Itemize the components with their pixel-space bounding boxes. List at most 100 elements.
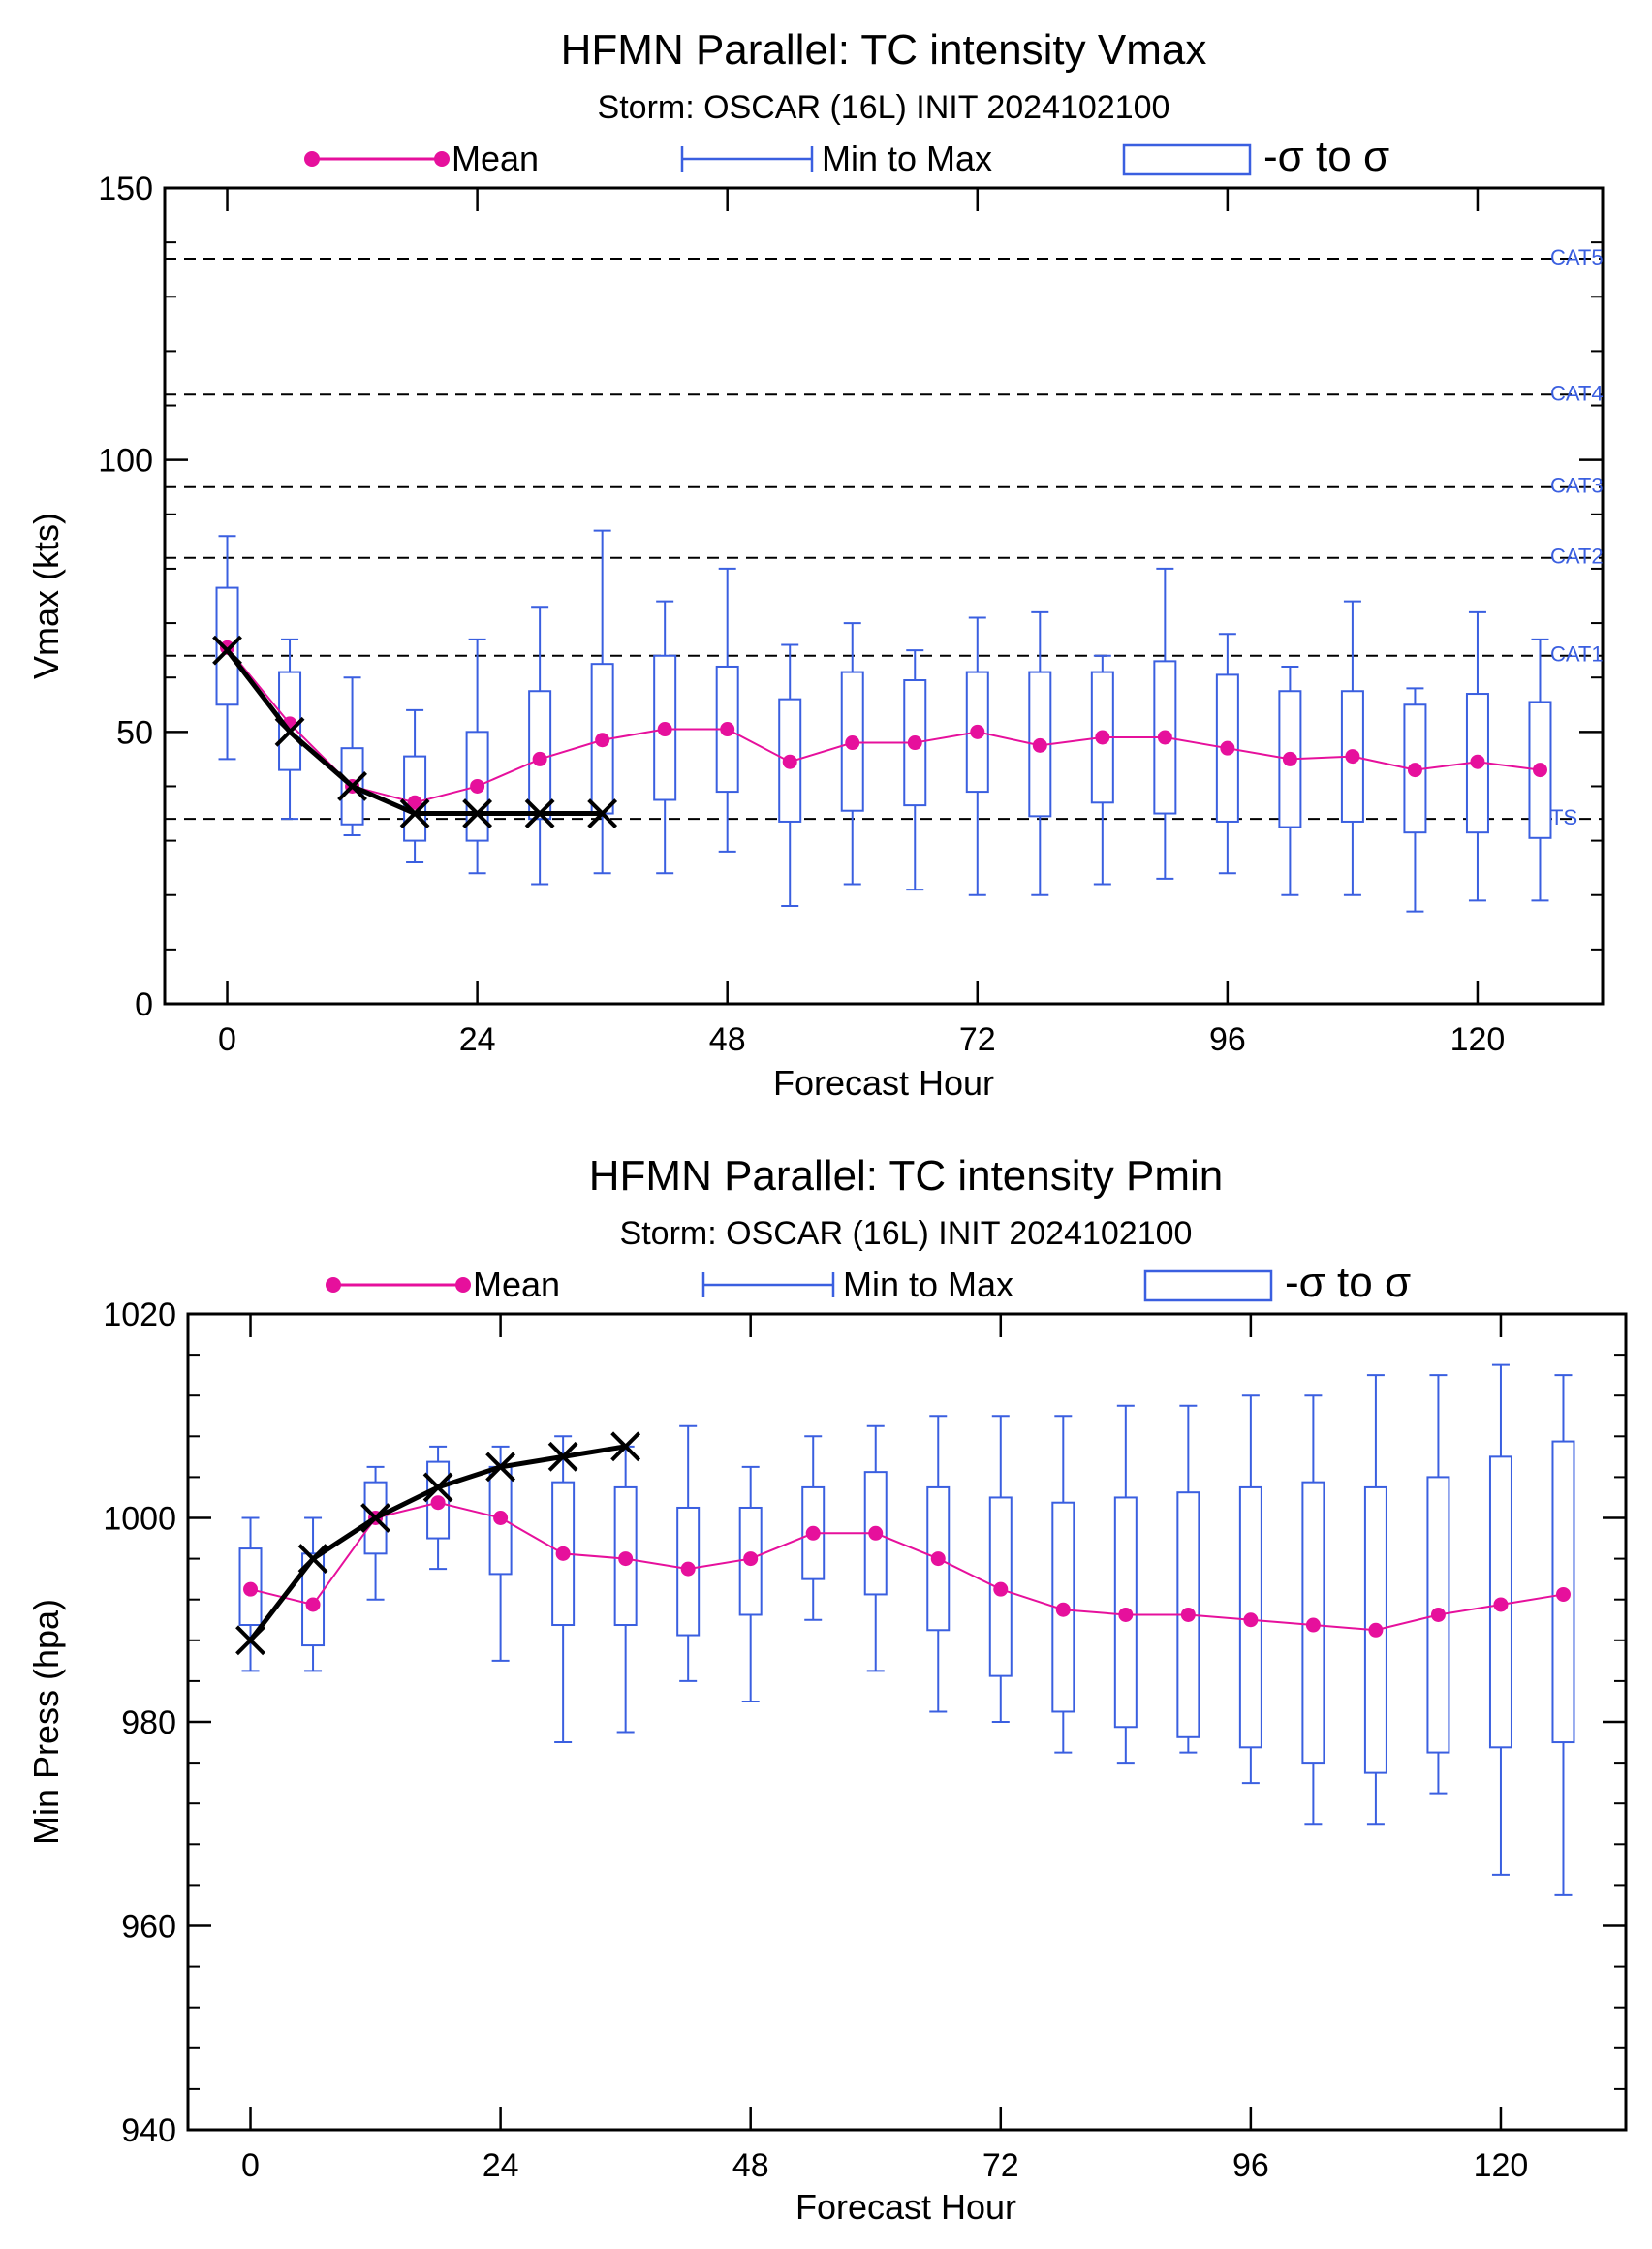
pmin-observed-point	[360, 1503, 390, 1533]
vmax-box-24	[465, 638, 489, 875]
vmax-mean-point	[657, 722, 672, 737]
legend-sigma-marker	[1122, 143, 1252, 176]
pmin-y-axis: 940 960 980 1000 1020	[103, 1296, 1626, 2149]
vmax-box-42	[653, 600, 677, 875]
vmax-observed-marker-stroke	[587, 798, 618, 828]
vmax-mean-point	[845, 735, 860, 751]
pmin-mean-point	[1055, 1602, 1071, 1617]
pmin-mean-point	[555, 1546, 571, 1561]
vmax-observed-point	[587, 798, 618, 828]
vmax-observed-point	[399, 798, 430, 828]
pmin-chart: HFMN Parallel: TC intensity Pmin Storm: …	[26, 1152, 1628, 2227]
pmin-y-axis-label: Min Press (hpa)	[26, 1599, 66, 1845]
pmin-plot-frame	[186, 1312, 1628, 2132]
vmax-observed-point	[337, 771, 367, 801]
vmax-box-78	[1028, 610, 1052, 896]
vmax-mean-series	[220, 640, 1547, 810]
vmax-mean-point	[1220, 740, 1235, 756]
vmax-box-48	[715, 567, 739, 853]
vmax-box-102	[1278, 665, 1302, 896]
pmin-chart-subtitle: Storm: OSCAR (16L) INIT 2024102100	[620, 1215, 1193, 1252]
vmax-y-tick-label: 50	[116, 714, 153, 751]
pmin-legend: Mean Min to Max -σ to σ	[326, 1259, 1411, 1306]
vmax-observed-marker-stroke	[337, 771, 367, 801]
vmax-box-114	[1403, 687, 1427, 913]
vmax-box-12	[340, 676, 364, 836]
vmax-x-tick-label: 120	[1450, 1021, 1506, 1058]
vmax-box-66	[903, 649, 927, 891]
vmax-x-tick-label: 0	[218, 1021, 236, 1058]
legend-minmax-label: Min to Max	[822, 139, 992, 178]
vmax-y-tick-label: 100	[98, 443, 153, 480]
vmax-ref-label-cat4: CAT4	[1550, 381, 1604, 405]
pmin-x-axis-label: Forecast Hour	[795, 2187, 1016, 2227]
pmin-mean-point	[493, 1511, 509, 1525]
vmax-box-60	[840, 622, 864, 886]
pmin-observed-marker-stroke	[360, 1503, 390, 1533]
legend-mean-label: Mean	[452, 139, 539, 178]
pmin-x-tick-label: 96	[1232, 2147, 1269, 2184]
pmin-mean-point	[1430, 1607, 1446, 1622]
vmax-mean-point	[720, 722, 735, 737]
pmin-mean-point	[1118, 1607, 1134, 1622]
pmin-box-36	[613, 1445, 638, 1734]
vmax-box-18	[403, 708, 427, 864]
pmin-box-12	[363, 1465, 388, 1601]
vmax-box-84	[1090, 654, 1114, 886]
pmin-observed-point	[547, 1441, 578, 1472]
pmin-mean-point	[805, 1525, 821, 1541]
vmax-mean-point	[907, 735, 922, 751]
vmax-observed-marker-stroke	[462, 798, 493, 828]
vmax-y-axis-label: Vmax (kts)	[26, 513, 66, 679]
vmax-observed-marker-stroke	[212, 635, 242, 666]
vmax-mean-point	[532, 751, 547, 766]
pmin-y-tick-label: 980	[121, 1704, 176, 1741]
vmax-box-72	[965, 616, 989, 896]
vmax-x-axis-label: Forecast Hour	[773, 1063, 994, 1103]
pmin-box-48	[738, 1465, 763, 1702]
vmax-observed-marker-stroke	[524, 798, 555, 828]
pmin-observed-point	[485, 1452, 516, 1483]
pmin-mean-point	[305, 1597, 321, 1612]
vmax-mean-point	[1470, 754, 1485, 769]
legend-minmax-marker	[701, 1272, 835, 1297]
vmax-x-axis: 0 24 48 72 96 120	[218, 188, 1505, 1058]
pmin-y-tick-label: 960	[121, 1909, 176, 1946]
vmax-ref-label-cat2: CAT2	[1550, 545, 1604, 569]
pmin-box-114	[1426, 1374, 1450, 1795]
vmax-mean-point	[782, 754, 797, 769]
vmax-mean-point	[1157, 730, 1172, 745]
vmax-ref-label-cat5: CAT5	[1550, 245, 1604, 269]
vmax-y-axis: 0 50 100 150	[98, 171, 1603, 1023]
legend-mean-marker	[326, 1277, 471, 1293]
pmin-box-120	[1488, 1363, 1512, 1876]
pmin-mean-point	[1368, 1622, 1384, 1638]
pmin-mean-point	[680, 1561, 696, 1577]
pmin-mean-point	[993, 1581, 1009, 1597]
pmin-observed-point	[297, 1544, 328, 1575]
pmin-observed-marker-stroke	[422, 1472, 453, 1503]
pmin-box-90	[1176, 1404, 1200, 1754]
vmax-observed-series	[212, 635, 618, 828]
pmin-mean-point	[743, 1551, 759, 1567]
pmin-y-tick-label: 1020	[103, 1296, 176, 1333]
vmax-chart: HFMN Parallel: TC intensity Vmax Storm: …	[26, 26, 1605, 1103]
vmax-x-tick-label: 48	[709, 1021, 746, 1058]
vmax-mean-point	[970, 724, 985, 739]
legend-sigma-marker	[1143, 1269, 1273, 1302]
pmin-observed-marker-stroke	[297, 1544, 328, 1575]
vmax-observed-point	[462, 798, 493, 828]
vmax-y-tick-label: 0	[135, 986, 153, 1023]
vmax-box-54	[778, 643, 802, 907]
vmax-chart-title: HFMN Parallel: TC intensity Vmax	[561, 26, 1207, 74]
pmin-x-tick-label: 48	[732, 2147, 769, 2184]
vmax-observed-point	[274, 716, 305, 747]
pmin-mean-point	[1305, 1617, 1321, 1633]
pmin-mean-point	[868, 1525, 884, 1541]
pmin-mean-point	[1555, 1586, 1571, 1602]
vmax-chart-subtitle: Storm: OSCAR (16L) INIT 2024102100	[598, 89, 1170, 126]
vmax-mean-point	[1095, 730, 1110, 745]
vmax-mean-point	[1345, 749, 1360, 765]
vmax-ref-label-cat1: CAT1	[1550, 642, 1604, 667]
